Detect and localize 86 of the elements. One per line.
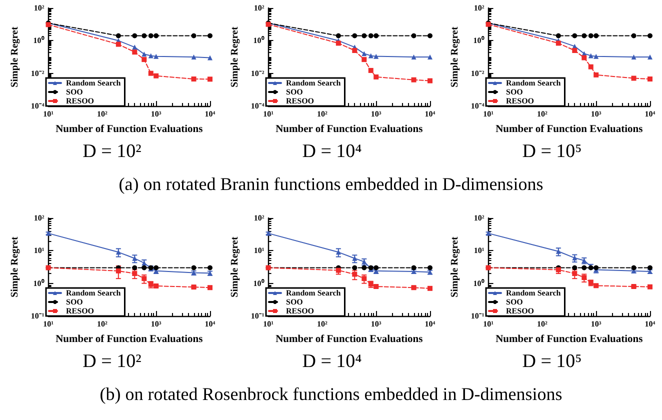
y-tick-label: 10² (474, 4, 485, 12)
y-tick-label: 10⁻² (470, 68, 485, 78)
x-axis-title: Number of Function Evaluations (496, 124, 643, 135)
x-tick-label: 10⁴ (644, 110, 656, 118)
y-tick-label: 10⁻¹ (30, 312, 45, 320)
legend-label: SOO (286, 88, 303, 96)
x-tick-label: 10¹ (483, 320, 494, 328)
y-axis-title: Simple Regret (10, 236, 20, 298)
text: D = 10² (82, 140, 142, 164)
y-tick-label: 10¹ (474, 246, 485, 256)
x-tick-label: 10¹ (483, 110, 494, 118)
x-tick-label: 10³ (590, 320, 602, 328)
x-tick-label: 10³ (370, 320, 382, 328)
legend-label: SOO (506, 88, 523, 96)
x-axis-title: Number of Function Evaluations (496, 334, 643, 345)
y-tick-label: 10² (34, 214, 45, 222)
text: D = 10⁴ (301, 350, 363, 374)
x-tick-label: 10⁴ (424, 110, 436, 118)
legend-label: Random Search (66, 78, 122, 88)
y-tick-label: 10⁻¹ (470, 312, 485, 320)
y-axis-title: Simple Regret (450, 26, 460, 88)
x-tick-label: 10² (316, 110, 328, 118)
y-tick-label: 10² (254, 214, 265, 222)
y-axis-title: Simple Regret (10, 26, 20, 88)
text: D = 10⁵ (521, 350, 583, 374)
y-tick-label: 10⁰ (33, 36, 44, 46)
legend-label: Random Search (506, 288, 562, 298)
text: (b) on rotated Rosenbrock functions embedded in D-dimensions (98, 383, 564, 406)
text: D = 10² (82, 350, 142, 374)
y-tick-label: 10⁰ (473, 278, 484, 288)
x-axis-title: Number of Function Evaluations (276, 334, 423, 345)
legend-label: SOO (66, 298, 83, 306)
x-tick-label: 10⁴ (204, 320, 216, 328)
y-tick-label: 10² (34, 4, 45, 12)
legend-label: Random Search (286, 288, 342, 298)
x-tick-label: 10⁴ (424, 320, 436, 328)
y-tick-label: 10¹ (254, 246, 265, 256)
y-tick-label: 10⁰ (253, 278, 264, 288)
legend-label: RESOO (66, 96, 94, 106)
legend-label: RESOO (66, 306, 94, 316)
legend-label: Random Search (286, 78, 342, 88)
legend-label: SOO (506, 298, 523, 306)
legend-label: RESOO (506, 306, 534, 316)
legend-label: Random Search (506, 78, 562, 88)
legend-label: RESOO (286, 306, 314, 316)
x-axis-title: Number of Function Evaluations (56, 334, 203, 345)
y-tick-label: 10⁰ (253, 36, 264, 46)
legend-label: RESOO (286, 96, 314, 106)
text: (a) on rotated Branin functions embedded in D-dimensions (118, 173, 544, 196)
legend-label: Random Search (66, 288, 122, 298)
y-axis-title: Simple Regret (230, 26, 240, 88)
y-tick-label: 10⁻⁴ (470, 102, 485, 110)
x-tick-label: 10³ (370, 110, 382, 118)
y-tick-label: 10⁻¹ (250, 312, 265, 320)
legend-label: SOO (66, 88, 83, 96)
x-tick-label: 10² (96, 110, 108, 118)
text: D = 10⁴ (301, 140, 363, 164)
y-tick-label: 10⁰ (33, 278, 44, 288)
text: D = 10⁵ (521, 140, 583, 164)
y-tick-label: 10¹ (34, 246, 45, 256)
x-tick-label: 10⁴ (204, 110, 216, 118)
x-tick-label: 10³ (590, 110, 602, 118)
x-tick-label: 10¹ (43, 110, 54, 118)
x-tick-label: 10² (96, 320, 108, 328)
y-tick-label: 10² (254, 4, 265, 12)
x-tick-label: 10¹ (263, 110, 274, 118)
y-tick-label: 10⁻² (250, 68, 265, 78)
y-tick-label: 10⁻⁴ (250, 102, 265, 110)
y-axis-title: Simple Regret (230, 236, 240, 298)
legend-label: SOO (286, 298, 303, 306)
y-tick-label: 10² (474, 214, 485, 222)
y-axis-title: Simple Regret (450, 236, 460, 298)
legend-label: RESOO (506, 96, 534, 106)
x-tick-label: 10⁴ (644, 320, 656, 328)
x-axis-title: Number of Function Evaluations (276, 124, 423, 135)
x-tick-label: 10² (536, 110, 548, 118)
x-tick-label: 10³ (150, 320, 162, 328)
x-tick-label: 10² (316, 320, 328, 328)
y-tick-label: 10⁻⁴ (30, 102, 45, 110)
x-tick-label: 10¹ (263, 320, 274, 328)
x-tick-label: 10¹ (43, 320, 54, 328)
x-tick-label: 10³ (150, 110, 162, 118)
y-tick-label: 10⁰ (473, 36, 484, 46)
x-tick-label: 10² (536, 320, 548, 328)
x-axis-title: Number of Function Evaluations (56, 124, 203, 135)
y-tick-label: 10⁻² (30, 68, 45, 78)
